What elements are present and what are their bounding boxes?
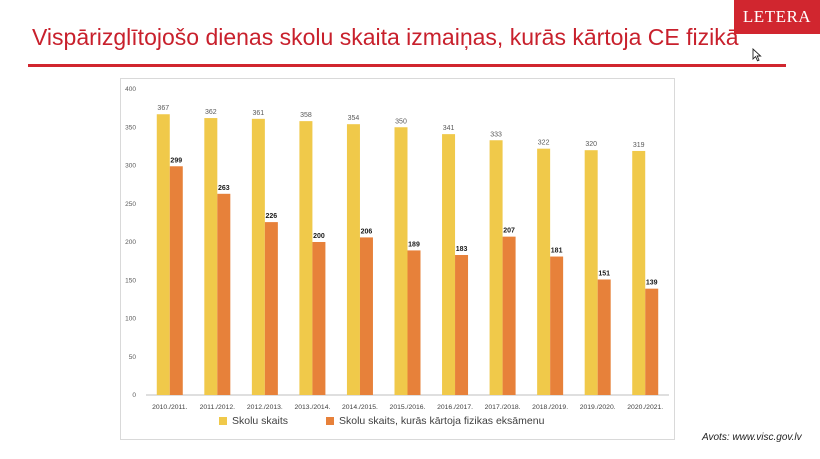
y-tick-label: 250 xyxy=(125,201,136,208)
y-tick-label: 150 xyxy=(125,277,136,284)
bar-series-2 xyxy=(217,193,231,395)
y-tick-label: 400 xyxy=(125,86,136,93)
bar-series-1 xyxy=(632,150,646,395)
legend-swatch-2 xyxy=(326,417,334,425)
y-tick-label: 50 xyxy=(129,354,137,361)
bar-series-2 xyxy=(264,222,278,395)
y-tick-label: 0 xyxy=(132,392,136,399)
data-label-series-2: 139 xyxy=(646,280,658,287)
data-label-series-1: 354 xyxy=(348,115,360,122)
x-tick-label: 2018./2019. xyxy=(532,404,568,411)
data-label-series-1: 333 xyxy=(490,131,502,138)
legend-swatch-1 xyxy=(219,417,227,425)
legend-label-2: Skolu skaits, kurās kārtoja fizikas eksā… xyxy=(339,415,545,427)
data-label-series-1: 362 xyxy=(205,109,217,116)
y-tick-label: 350 xyxy=(125,124,136,131)
bar-series-2 xyxy=(502,236,516,395)
bar-series-2 xyxy=(455,255,469,395)
bar-series-1 xyxy=(442,134,456,395)
data-label-series-1: 322 xyxy=(538,140,550,147)
slide-title: Vispārizglītojošo dienas skolu skaita iz… xyxy=(32,24,739,50)
data-label-series-2: 206 xyxy=(361,228,373,235)
bar-series-1 xyxy=(204,118,218,395)
data-label-series-2: 299 xyxy=(170,157,182,164)
bar-series-1 xyxy=(346,124,360,395)
x-tick-label: 2017./2018. xyxy=(485,404,521,411)
title-underline xyxy=(28,64,786,67)
data-label-series-2: 189 xyxy=(408,241,420,248)
bar-series-2 xyxy=(645,288,659,395)
bar-series-2 xyxy=(312,242,326,395)
chart-frame: 0 50 100 150 200 250 300 350 400 367 299 2010./2011… xyxy=(120,78,675,440)
data-label-series-1: 358 xyxy=(300,112,312,119)
data-label-series-1: 361 xyxy=(253,110,265,117)
data-label-series-2: 183 xyxy=(456,246,468,253)
x-tick-label: 2012./2013. xyxy=(247,404,283,411)
data-label-series-1: 320 xyxy=(585,141,597,148)
x-tick-label: 2013./2014. xyxy=(294,404,330,411)
x-tick-label: 2020./2021. xyxy=(627,404,663,411)
bar-series-2 xyxy=(407,250,421,395)
bar-series-1 xyxy=(394,127,408,395)
x-tick-label: 2011./2012. xyxy=(200,404,236,411)
bar-series-2 xyxy=(550,256,564,395)
legend-label-1: Skolu skaits xyxy=(232,415,288,427)
bar-series-1 xyxy=(299,121,313,395)
data-label-series-2: 263 xyxy=(218,185,230,192)
bar-series-1 xyxy=(156,114,170,395)
bar-series-2 xyxy=(359,237,373,395)
bar-series-1 xyxy=(584,150,598,395)
data-label-series-1: 350 xyxy=(395,118,407,125)
letera-logo: LETERA xyxy=(734,0,820,34)
bar-series-1 xyxy=(537,148,551,395)
bar-series-1 xyxy=(489,140,503,395)
x-tick-label: 2014./2015. xyxy=(342,404,378,411)
y-tick-label: 200 xyxy=(125,239,136,246)
bar-chart: 0 50 100 150 200 250 300 350 400 367 299 2010./2011… xyxy=(125,86,669,427)
x-tick-label: 2016./2017. xyxy=(437,404,473,411)
mouse-cursor-icon xyxy=(752,48,762,62)
data-label-series-2: 207 xyxy=(503,228,515,235)
x-tick-label: 2010./2011. xyxy=(152,404,188,411)
bar-series-1 xyxy=(251,118,265,396)
data-label-series-1: 319 xyxy=(633,142,645,149)
bar-series-2 xyxy=(597,279,611,395)
x-tick-label: 2019./2020. xyxy=(580,404,616,411)
x-tick-label: 2015./2016. xyxy=(390,404,426,411)
data-label-series-1: 367 xyxy=(157,105,169,112)
source-note: Avots: www.visc.gov.lv xyxy=(702,432,802,443)
y-tick-label: 300 xyxy=(125,163,136,170)
y-tick-label: 100 xyxy=(125,316,136,323)
data-label-series-2: 226 xyxy=(266,213,278,220)
bar-series-2 xyxy=(169,166,183,395)
data-label-series-2: 181 xyxy=(551,248,563,255)
data-label-series-2: 151 xyxy=(598,270,610,277)
data-label-series-2: 200 xyxy=(313,233,325,240)
data-label-series-1: 341 xyxy=(443,125,455,132)
